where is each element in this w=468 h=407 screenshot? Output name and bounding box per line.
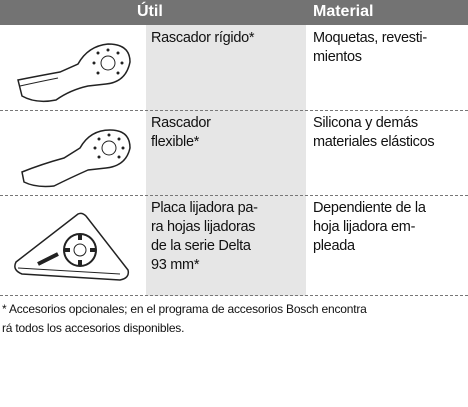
text-line: flexible* — [151, 134, 200, 150]
footnote: * Accesorios opcionales; en el programa … — [2, 300, 367, 338]
row-separator — [0, 295, 468, 296]
text-line: Dependiente de la — [313, 200, 426, 216]
table-header: Útil Material — [0, 0, 468, 25]
text-line: Rascador rígido* — [151, 30, 255, 46]
text-line: 93 mm* — [151, 257, 200, 273]
text-line: Moquetas, revesti- — [313, 30, 427, 46]
text-line: mientos — [313, 49, 362, 65]
column-shade — [146, 25, 306, 296]
row-separator — [0, 110, 468, 111]
text-line: pleada — [313, 238, 355, 254]
tool-name: Rascador rígido* — [151, 29, 255, 48]
row-separator — [0, 195, 468, 196]
text-line: * Accesorios opcionales; en el programa … — [2, 302, 367, 316]
material-text: Moquetas, revesti-mientos — [313, 29, 427, 67]
text-line: de la serie Delta — [151, 238, 251, 254]
sanding-plate-icon — [14, 212, 130, 281]
flexible-scraper-icon — [21, 129, 131, 188]
header-tool: Útil — [137, 3, 163, 20]
text-line: Placa lijadora pa- — [151, 200, 258, 216]
text-line: ra hojas lijadoras — [151, 219, 256, 235]
tool-name: Rascador flexible* — [151, 114, 211, 152]
header-material: Material — [313, 3, 374, 20]
rigid-scraper-icon — [17, 43, 131, 103]
text-line: Rascador — [151, 115, 211, 131]
text-line: materiales elásticos — [313, 134, 435, 150]
text-line: hoja lijadora em- — [313, 219, 416, 235]
material-text: Dependiente de la hoja lijadora em-pleada — [313, 199, 426, 256]
text-line: Silicona y demás — [313, 115, 418, 131]
text-line: rá todos los accesorios disponibles. — [2, 321, 185, 335]
tool-name: Placa lijadora pa-ra hojas lijadoras de l… — [151, 199, 258, 275]
material-text: Silicona y demás materiales elásticos — [313, 114, 435, 152]
